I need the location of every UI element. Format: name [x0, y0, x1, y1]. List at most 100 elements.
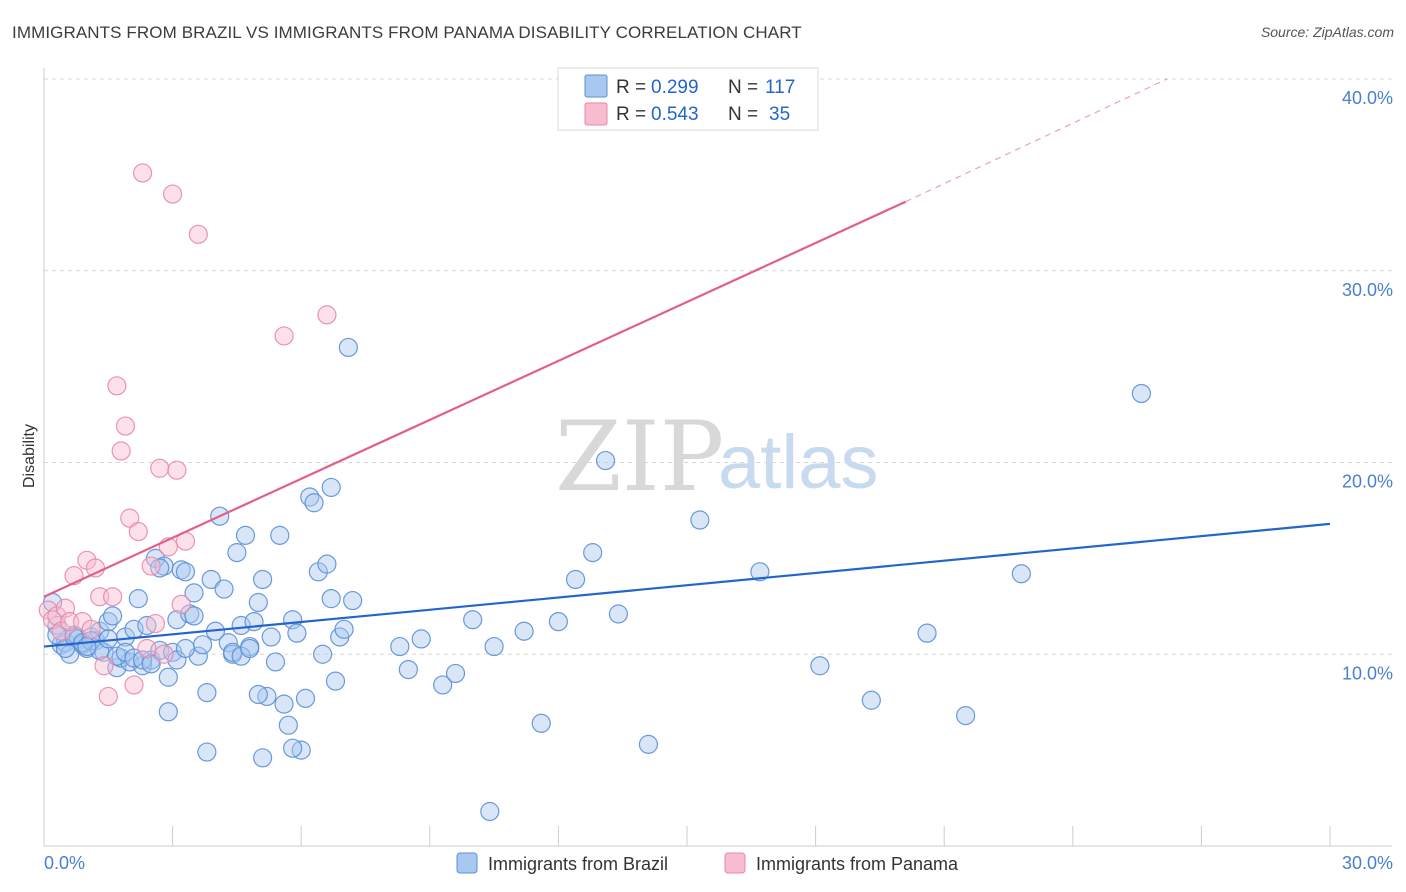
brazil-point: [227, 543, 247, 563]
brazil-point: [218, 633, 238, 653]
brazil-point: [1131, 383, 1151, 404]
panama-point: [145, 613, 166, 634]
y-tick-label-40: 40.0%: [1342, 88, 1393, 108]
brazil-point: [595, 450, 616, 471]
brazil-point: [175, 562, 196, 582]
x-tick-label-0: 0.0%: [44, 853, 85, 873]
panama-point: [115, 416, 136, 436]
panama-point: [141, 556, 161, 576]
panama-point: [111, 441, 131, 461]
panama-point: [132, 163, 153, 183]
panama-point: [317, 305, 337, 325]
brazil-point: [253, 569, 273, 590]
legend-brazil-r-value: 0.299: [651, 77, 699, 98]
x-tick-label-30: 30.0%: [1342, 853, 1393, 873]
brazil-point: [321, 477, 341, 498]
brazil-point: [295, 688, 316, 708]
brazil-point: [565, 569, 586, 590]
brazil-point: [102, 606, 123, 626]
bottom-legend-panama-label: Immigrants from Panama: [756, 854, 959, 874]
panama-trend-extension: [905, 78, 1168, 203]
brazil-point: [175, 638, 196, 659]
brazil-point: [278, 715, 298, 735]
brazil-point: [265, 652, 286, 672]
brazil-point: [128, 589, 148, 609]
legend-panama-r-label: R =: [616, 104, 646, 125]
panama-point: [274, 326, 294, 346]
grid-lines: [44, 78, 1392, 655]
brazil-point: [690, 510, 710, 530]
brazil-point: [197, 742, 217, 762]
brazil-point: [484, 636, 504, 657]
panama-point: [163, 184, 183, 204]
brazil-trend-line: [43, 522, 1331, 648]
brazil-point: [638, 734, 659, 754]
brazil-point: [77, 636, 97, 657]
legend-panama-n-value: 35: [769, 104, 790, 125]
series-panama-points: [38, 163, 337, 707]
brazil-point: [956, 706, 976, 726]
brazil-point: [480, 801, 500, 822]
legend-brazil-n-value: 117: [765, 77, 795, 98]
brazil-point: [270, 525, 290, 545]
series-brazil-points: [42, 337, 1151, 822]
brazil-point: [1011, 564, 1031, 584]
panama-trend-line: [43, 200, 907, 598]
brazil-point: [231, 615, 251, 636]
brazil-point: [261, 627, 281, 647]
brazil-point: [321, 589, 341, 609]
brazil-point: [141, 654, 161, 674]
brazil-point: [184, 606, 204, 626]
panama-point: [124, 675, 144, 695]
panama-point: [154, 644, 174, 664]
brazil-point: [334, 619, 354, 639]
brazil-point: [240, 638, 260, 659]
x-tick-marks: [43, 826, 1331, 846]
panama-point: [150, 458, 170, 478]
y-tick-label-20: 20.0%: [1342, 472, 1393, 492]
brazil-point: [463, 610, 483, 630]
panama-point: [128, 521, 148, 542]
brazil-point: [583, 543, 603, 563]
brazil-point: [433, 675, 453, 695]
y-axis-label: Disability: [21, 424, 38, 488]
brazil-point: [287, 623, 307, 643]
brazil-point: [531, 713, 551, 733]
legend-panama-swatch: [584, 102, 608, 126]
brazil-point: [548, 612, 569, 632]
brazil-point: [325, 671, 346, 691]
legend-panama-n-label: N =: [728, 104, 758, 125]
brazil-point: [861, 690, 881, 710]
brazil-point: [201, 569, 221, 590]
panama-point: [167, 460, 187, 480]
chart-title: IMMIGRANTS FROM BRAZIL VS IMMIGRANTS FRO…: [12, 23, 802, 42]
panama-point: [94, 656, 114, 676]
brazil-point: [398, 659, 418, 680]
bottom-legend-brazil-swatch: [456, 852, 478, 874]
brazil-point: [248, 592, 268, 613]
panama-point: [102, 587, 123, 607]
brazil-point: [445, 663, 466, 684]
y-tick-labels: 10.0% 20.0% 30.0% 40.0%: [1342, 88, 1393, 683]
panama-point: [107, 376, 127, 396]
legend-brazil-n-label: N =: [728, 77, 758, 98]
brazil-point: [304, 493, 324, 513]
brazil-point: [343, 590, 363, 611]
panama-point: [137, 638, 157, 659]
brazil-point: [184, 583, 204, 603]
legend-panama-r-value: 0.543: [651, 104, 699, 125]
brazil-point: [313, 644, 333, 664]
bottom-legend-brazil-label: Immigrants from Brazil: [488, 854, 668, 874]
brazil-point: [390, 636, 410, 657]
y-tick-label-10: 10.0%: [1342, 663, 1393, 683]
bottom-legend-panama-swatch: [724, 852, 746, 874]
brazil-point: [253, 748, 273, 768]
watermark-zip: ZIP: [555, 401, 724, 513]
legend-box: R = 0.299 N = 117 R = 0.543 N = 35: [557, 67, 819, 131]
brazil-point: [810, 656, 830, 676]
brazil-point: [917, 623, 937, 643]
trend-lines: [43, 78, 1331, 648]
panama-point: [98, 686, 118, 707]
panama-point: [81, 619, 101, 639]
brazil-point: [214, 579, 234, 599]
